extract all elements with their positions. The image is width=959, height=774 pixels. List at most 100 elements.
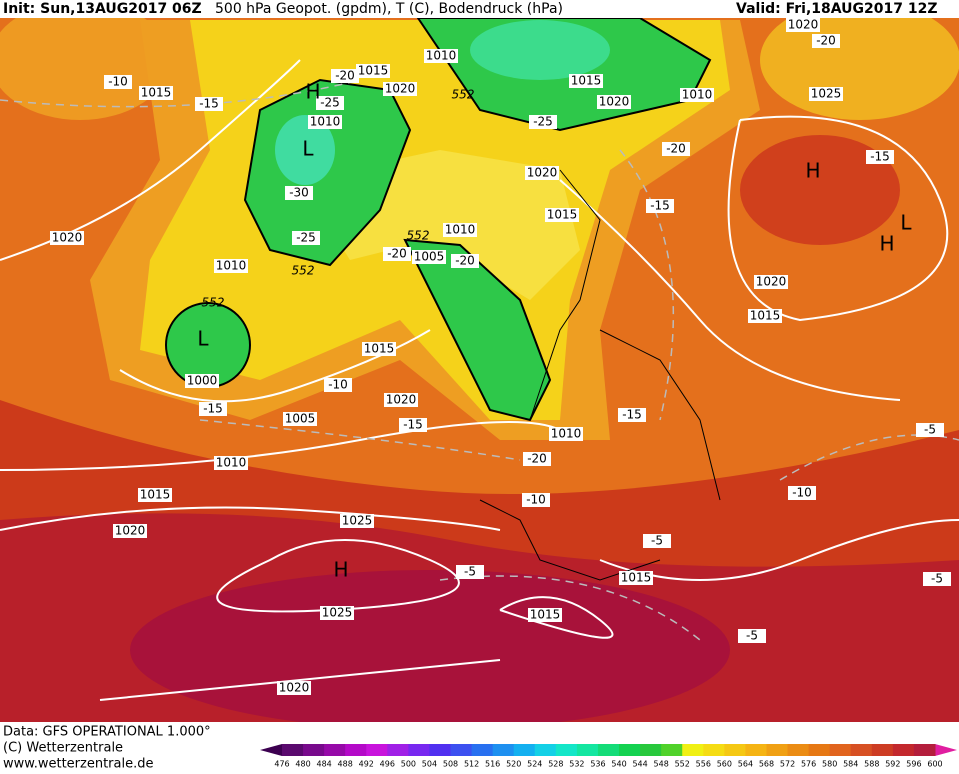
- data-source: Data: GFS OPERATIONAL 1.000°: [3, 725, 211, 740]
- isobar-label-box: [680, 88, 714, 102]
- colorbar-cell: [282, 744, 304, 756]
- isobar-label-box: [424, 49, 458, 63]
- colorbar-label: 560: [717, 760, 732, 769]
- colorbar-cell: [724, 744, 746, 756]
- isobar-label: 1010: [426, 49, 457, 63]
- isotherm-label: -5: [746, 629, 758, 643]
- isotherm-label-box: [662, 142, 690, 156]
- colorbar-cell: [555, 744, 578, 756]
- isobar-label: 1020: [788, 18, 819, 32]
- isobar-label-box: [113, 524, 147, 538]
- colorbar-label: 520: [506, 760, 521, 769]
- isotherm-label: -25: [533, 115, 553, 129]
- colorbar-cell: [745, 744, 767, 756]
- isobar-label: 1015: [141, 86, 172, 100]
- isotherm-label: -20: [527, 452, 547, 466]
- isobar-label: 1015: [547, 208, 578, 222]
- isotherm-label-box: [646, 199, 674, 213]
- colorbar-label: 500: [401, 760, 416, 769]
- colorbar-cell: [576, 744, 599, 756]
- isotherm-label-box: [522, 493, 550, 507]
- isobar-label-box: [528, 608, 562, 622]
- colorbar-cell: [892, 744, 915, 756]
- isotherm-label: -20: [455, 254, 475, 268]
- height-contour-label: 552: [407, 229, 430, 243]
- isobar-label-box: [356, 64, 390, 78]
- isobar-label-box: [443, 223, 477, 237]
- isobar-label: 1020: [756, 275, 787, 289]
- isobar-label-box: [383, 82, 417, 96]
- isobar-label-box: [277, 681, 311, 695]
- pressure-center: H: [305, 80, 320, 104]
- isobar-label-box: [214, 259, 248, 273]
- colorbar-label: 528: [548, 760, 563, 769]
- colorbar-label: 504: [422, 760, 437, 769]
- map-labels: 1015 1010 1015 1020 1010 1015 1020 1010 1020 1025…: [50, 18, 951, 695]
- isotherm-label-box: [292, 231, 320, 245]
- isotherm-label-box: [383, 247, 411, 261]
- colorbar-arrow: [260, 744, 282, 756]
- colorbar-label: 568: [759, 760, 774, 769]
- isotherm-label-box: [195, 97, 223, 111]
- colorbar-cell: [703, 744, 725, 756]
- colorbar-label: 484: [316, 760, 331, 769]
- pressure-center: L: [197, 327, 209, 351]
- colorbar-label: 588: [864, 760, 879, 769]
- isobar-label: 1005: [414, 250, 445, 264]
- colorbar-cell: [324, 744, 346, 756]
- isotherm-label: -5: [651, 534, 663, 548]
- isotherm-label-box: [316, 96, 344, 110]
- isobar-label-box: [320, 606, 354, 620]
- map-title: 500 hPa Geopot. (gpdm), T (C), Bodendruc…: [215, 1, 563, 17]
- colorbar-cell: [787, 744, 810, 756]
- isobar-label: 1015: [140, 488, 171, 502]
- isotherm-label-box: [618, 408, 646, 422]
- isobar-label: 1020: [279, 681, 310, 695]
- colorbar-label: 508: [443, 760, 458, 769]
- colorbar: 476 480 484 488 492 496 500 504 508 512 516 520 524 5…: [260, 744, 957, 769]
- isobar-label-box: [569, 74, 603, 88]
- pressure-center: H: [879, 232, 894, 256]
- isotherm-label-box: [451, 254, 479, 268]
- valid-time: Valid: Fri,18AUG2017 12Z: [736, 1, 938, 17]
- colorbar-cell: [808, 744, 831, 756]
- init-time: Init: Sun,13AUG2017 06Z: [3, 1, 202, 17]
- colorbar-label: 576: [801, 760, 816, 769]
- isotherm-label-box: [788, 486, 816, 500]
- isotherm-label: -20: [816, 34, 836, 48]
- isobar-label-box: [525, 166, 559, 180]
- isobar-label: 1010: [682, 88, 713, 102]
- isobar-label: 1015: [571, 74, 602, 88]
- colorbar-cell: [492, 744, 515, 756]
- colorbar-label: 544: [632, 760, 647, 769]
- colorbar-label: 580: [822, 760, 837, 769]
- isobar-label-box: [619, 571, 653, 585]
- isotherm-label: -30: [289, 186, 309, 200]
- height-contour-label: 552: [202, 296, 225, 310]
- colorbar-cell: [597, 744, 620, 756]
- colorbar-cell: [345, 744, 367, 756]
- colorbar-label: 492: [359, 760, 374, 769]
- colorbar-label: 524: [527, 760, 542, 769]
- site-url: www.wetterzentrale.de: [3, 757, 153, 771]
- colorbar-arrow: [935, 744, 957, 756]
- isobar-label-box: [754, 275, 788, 289]
- isobar-label: 1020: [527, 166, 558, 180]
- isotherm-label-box: [529, 115, 557, 129]
- colorbar-cell: [429, 744, 452, 756]
- colorbar-cell: [366, 744, 388, 756]
- isobar-label-box: [549, 427, 583, 441]
- isobar-label: 1005: [285, 412, 316, 426]
- colorbar-cell: [303, 744, 325, 756]
- isotherm-label-box: [331, 69, 359, 83]
- isotherm-label: -20: [335, 69, 355, 83]
- isotherm-label-box: [643, 534, 671, 548]
- colorbar-cell: [661, 744, 683, 756]
- isobar-label-box: [50, 231, 84, 245]
- isotherm-label: -15: [650, 199, 670, 213]
- isobar-label-box: [214, 456, 248, 470]
- isobar-label-box: [748, 309, 782, 323]
- colorbar-cell: [387, 744, 409, 756]
- pressure-center: L: [302, 137, 314, 161]
